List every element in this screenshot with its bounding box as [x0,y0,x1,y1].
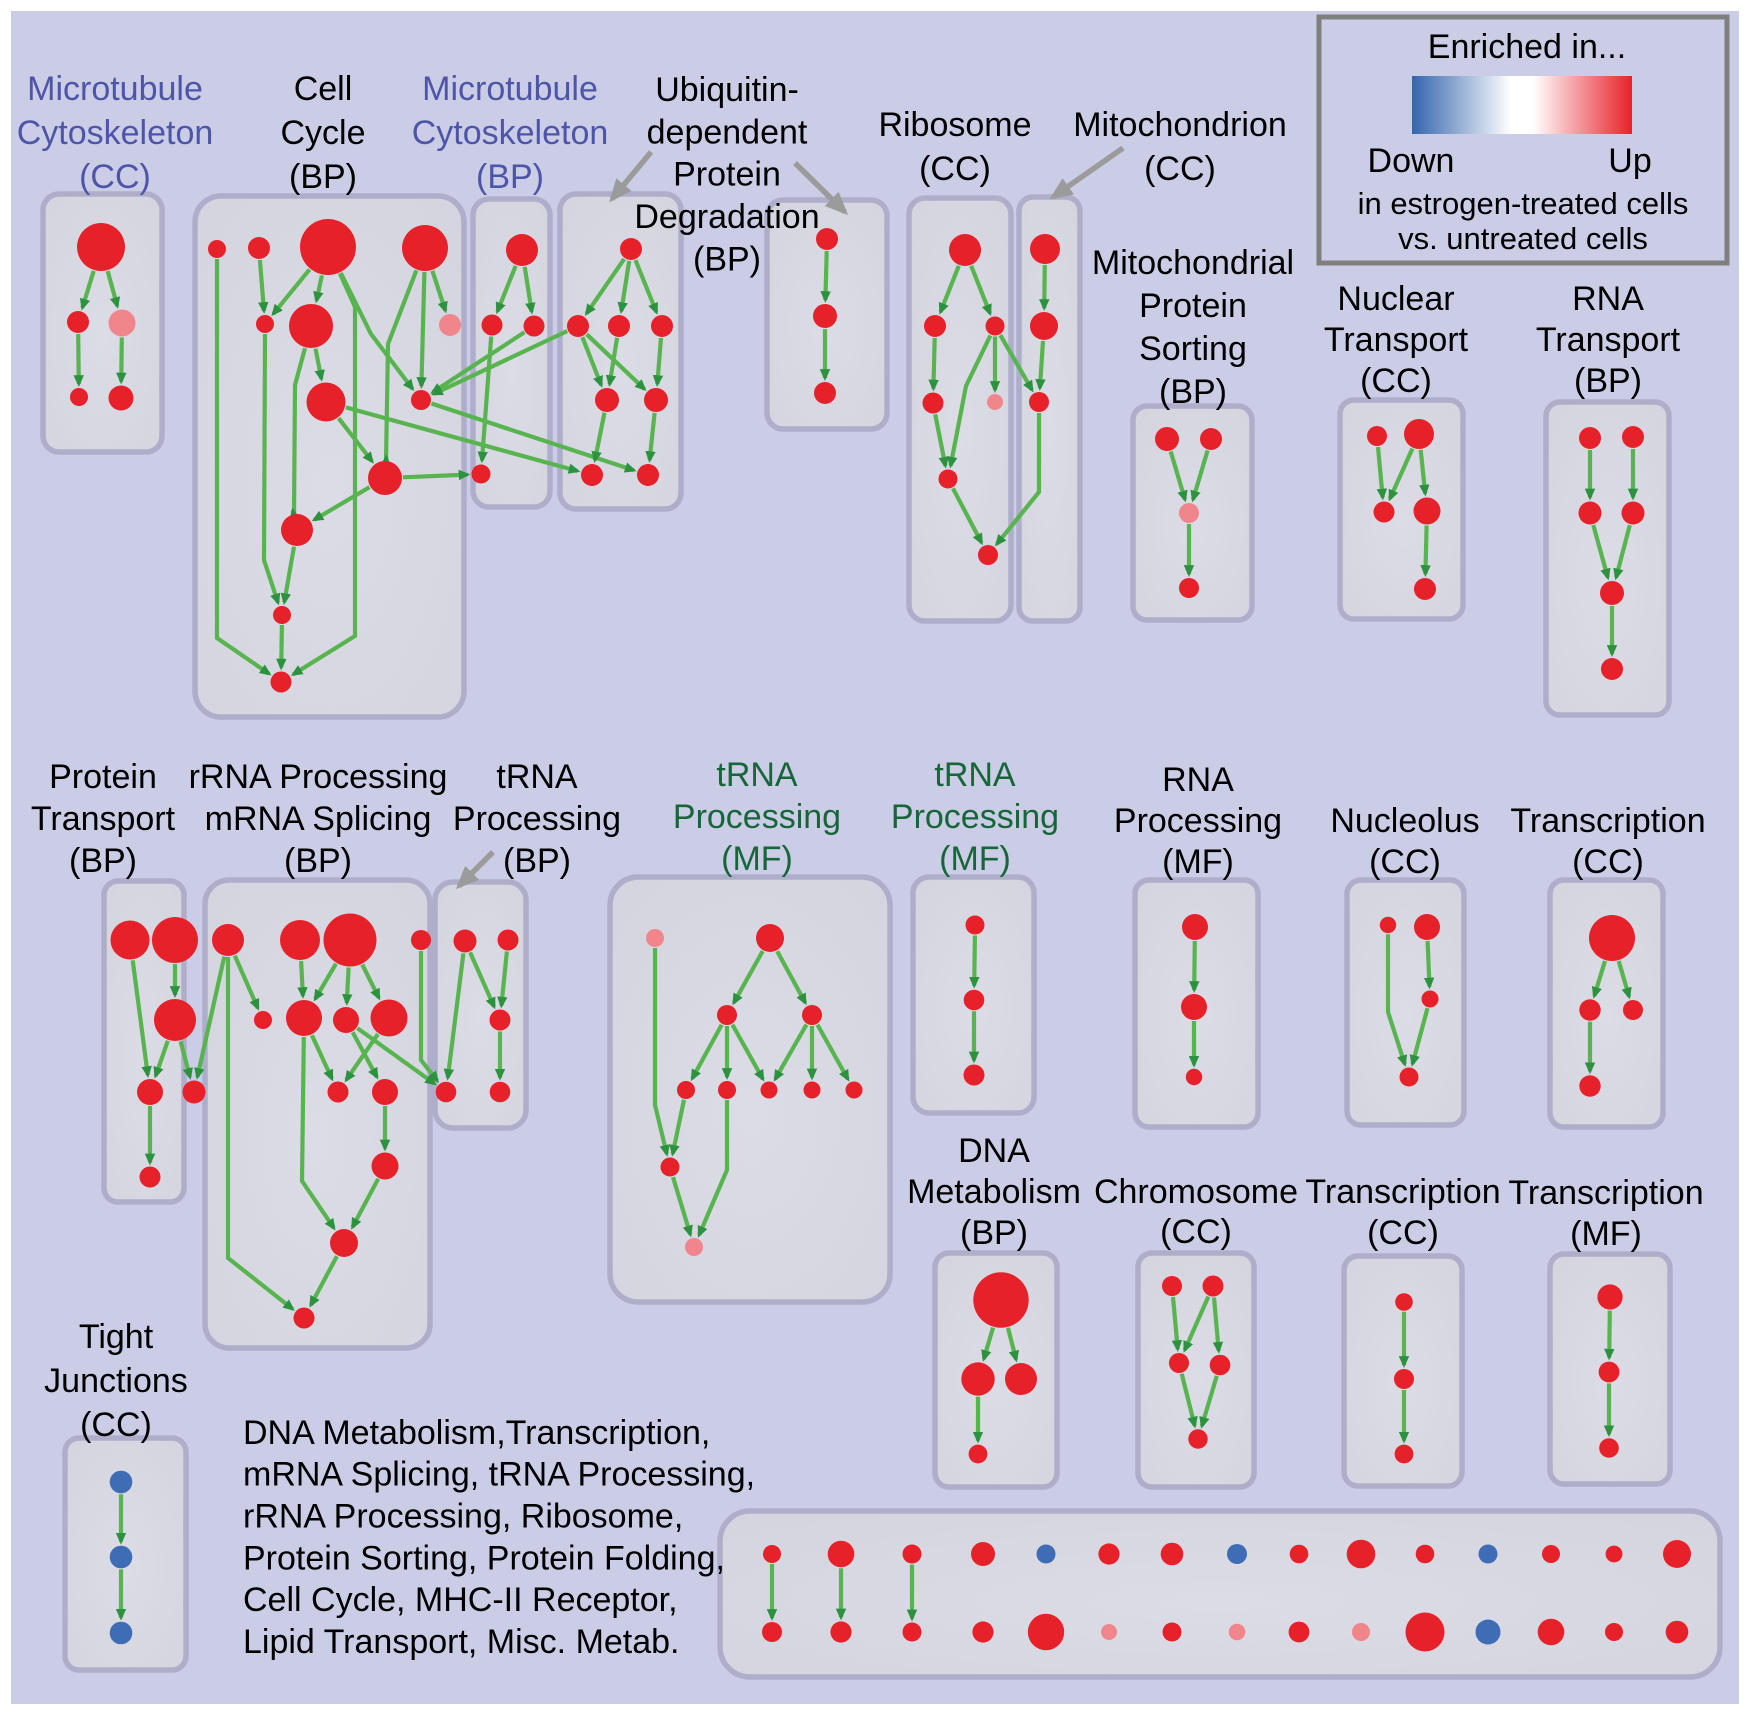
svg-text:(BP): (BP) [289,158,357,196]
svg-text:Mitochondrion: Mitochondrion [1073,106,1287,144]
svg-text:(MF): (MF) [1570,1215,1642,1253]
svg-text:Processing: Processing [453,800,621,838]
svg-text:tRNA: tRNA [934,756,1016,794]
svg-text:(BP): (BP) [284,842,352,880]
svg-text:Down: Down [1368,142,1455,180]
svg-text:Cytoskeleton: Cytoskeleton [412,114,609,152]
svg-text:Protein: Protein [49,758,157,796]
svg-text:Protein: Protein [1139,287,1247,325]
svg-text:(CC): (CC) [1367,1214,1439,1252]
svg-text:Transcription: Transcription [1510,802,1705,840]
svg-text:DNA: DNA [958,1132,1030,1170]
svg-text:(CC): (CC) [1160,1213,1232,1251]
svg-text:(CC): (CC) [1369,843,1441,881]
svg-text:(BP): (BP) [476,158,544,196]
svg-text:Sorting: Sorting [1139,330,1247,368]
svg-text:Nuclear: Nuclear [1337,280,1454,318]
svg-text:(CC): (CC) [1572,843,1644,881]
svg-text:Ribosome: Ribosome [878,106,1031,144]
svg-text:(BP): (BP) [693,241,761,279]
svg-text:Transcription: Transcription [1305,1173,1500,1211]
svg-text:Chromosome: Chromosome [1094,1173,1298,1211]
svg-text:Processing: Processing [673,798,841,836]
svg-text:Transport: Transport [1536,321,1681,359]
svg-text:(CC): (CC) [1360,362,1432,400]
svg-text:Transport: Transport [1324,321,1469,359]
svg-text:Enriched in...: Enriched in... [1428,28,1626,66]
svg-text:(CC): (CC) [79,158,151,196]
svg-text:DNA Metabolism,Transcription,: DNA Metabolism,Transcription, [243,1414,710,1452]
svg-text:tRNA: tRNA [716,756,798,794]
svg-text:(BP): (BP) [1574,362,1642,400]
svg-text:(MF): (MF) [721,840,793,878]
svg-text:vs. untreated cells: vs. untreated cells [1398,221,1648,256]
svg-text:(BP): (BP) [960,1214,1028,1252]
svg-text:RNA: RNA [1572,280,1644,318]
svg-text:Lipid Transport, Misc. Metab.: Lipid Transport, Misc. Metab. [243,1623,680,1661]
svg-text:Mitochondrial: Mitochondrial [1092,244,1294,282]
svg-text:dependent: dependent [647,113,808,151]
svg-text:Nucleolus: Nucleolus [1330,802,1479,840]
svg-text:Protein: Protein [673,156,781,194]
svg-text:(MF): (MF) [939,840,1011,878]
svg-text:Metabolism: Metabolism [907,1173,1081,1211]
svg-text:Protein Sorting, Protein Foldi: Protein Sorting, Protein Folding, [243,1539,725,1577]
svg-text:(BP): (BP) [1159,373,1227,411]
svg-text:Processing: Processing [1114,802,1282,840]
svg-text:Junctions: Junctions [44,1362,188,1400]
svg-text:Cytoskeleton: Cytoskeleton [17,114,214,152]
svg-text:(BP): (BP) [503,842,571,880]
svg-text:tRNA: tRNA [496,758,578,796]
svg-text:Cell Cycle, MHC-II Receptor,: Cell Cycle, MHC-II Receptor, [243,1581,678,1619]
svg-text:Tight: Tight [79,1318,154,1356]
svg-text:Up: Up [1608,142,1651,180]
svg-text:RNA: RNA [1162,761,1234,799]
svg-text:Transcription: Transcription [1508,1174,1703,1212]
svg-text:mRNA Splicing, tRNA Processing: mRNA Splicing, tRNA Processing, [243,1456,755,1494]
svg-text:(MF): (MF) [1162,843,1234,881]
svg-text:Microtubule: Microtubule [27,70,203,108]
svg-text:in estrogen-treated cells: in estrogen-treated cells [1358,186,1689,221]
svg-text:Microtubule: Microtubule [422,70,598,108]
svg-text:Cell: Cell [294,70,353,108]
svg-text:(CC): (CC) [919,150,991,188]
svg-text:Transport: Transport [31,800,176,838]
svg-text:(CC): (CC) [80,1406,152,1444]
svg-text:mRNA Splicing: mRNA Splicing [205,800,432,838]
svg-text:rRNA Processing, Ribosome,: rRNA Processing, Ribosome, [243,1498,683,1536]
svg-text:(BP): (BP) [69,842,137,880]
svg-text:Degradation: Degradation [634,198,819,236]
svg-text:(CC): (CC) [1144,150,1216,188]
svg-text:rRNA Processing: rRNA Processing [189,758,448,796]
svg-text:Processing: Processing [891,798,1059,836]
svg-text:Ubiquitin-: Ubiquitin- [655,71,799,109]
svg-text:Cycle: Cycle [280,114,365,152]
